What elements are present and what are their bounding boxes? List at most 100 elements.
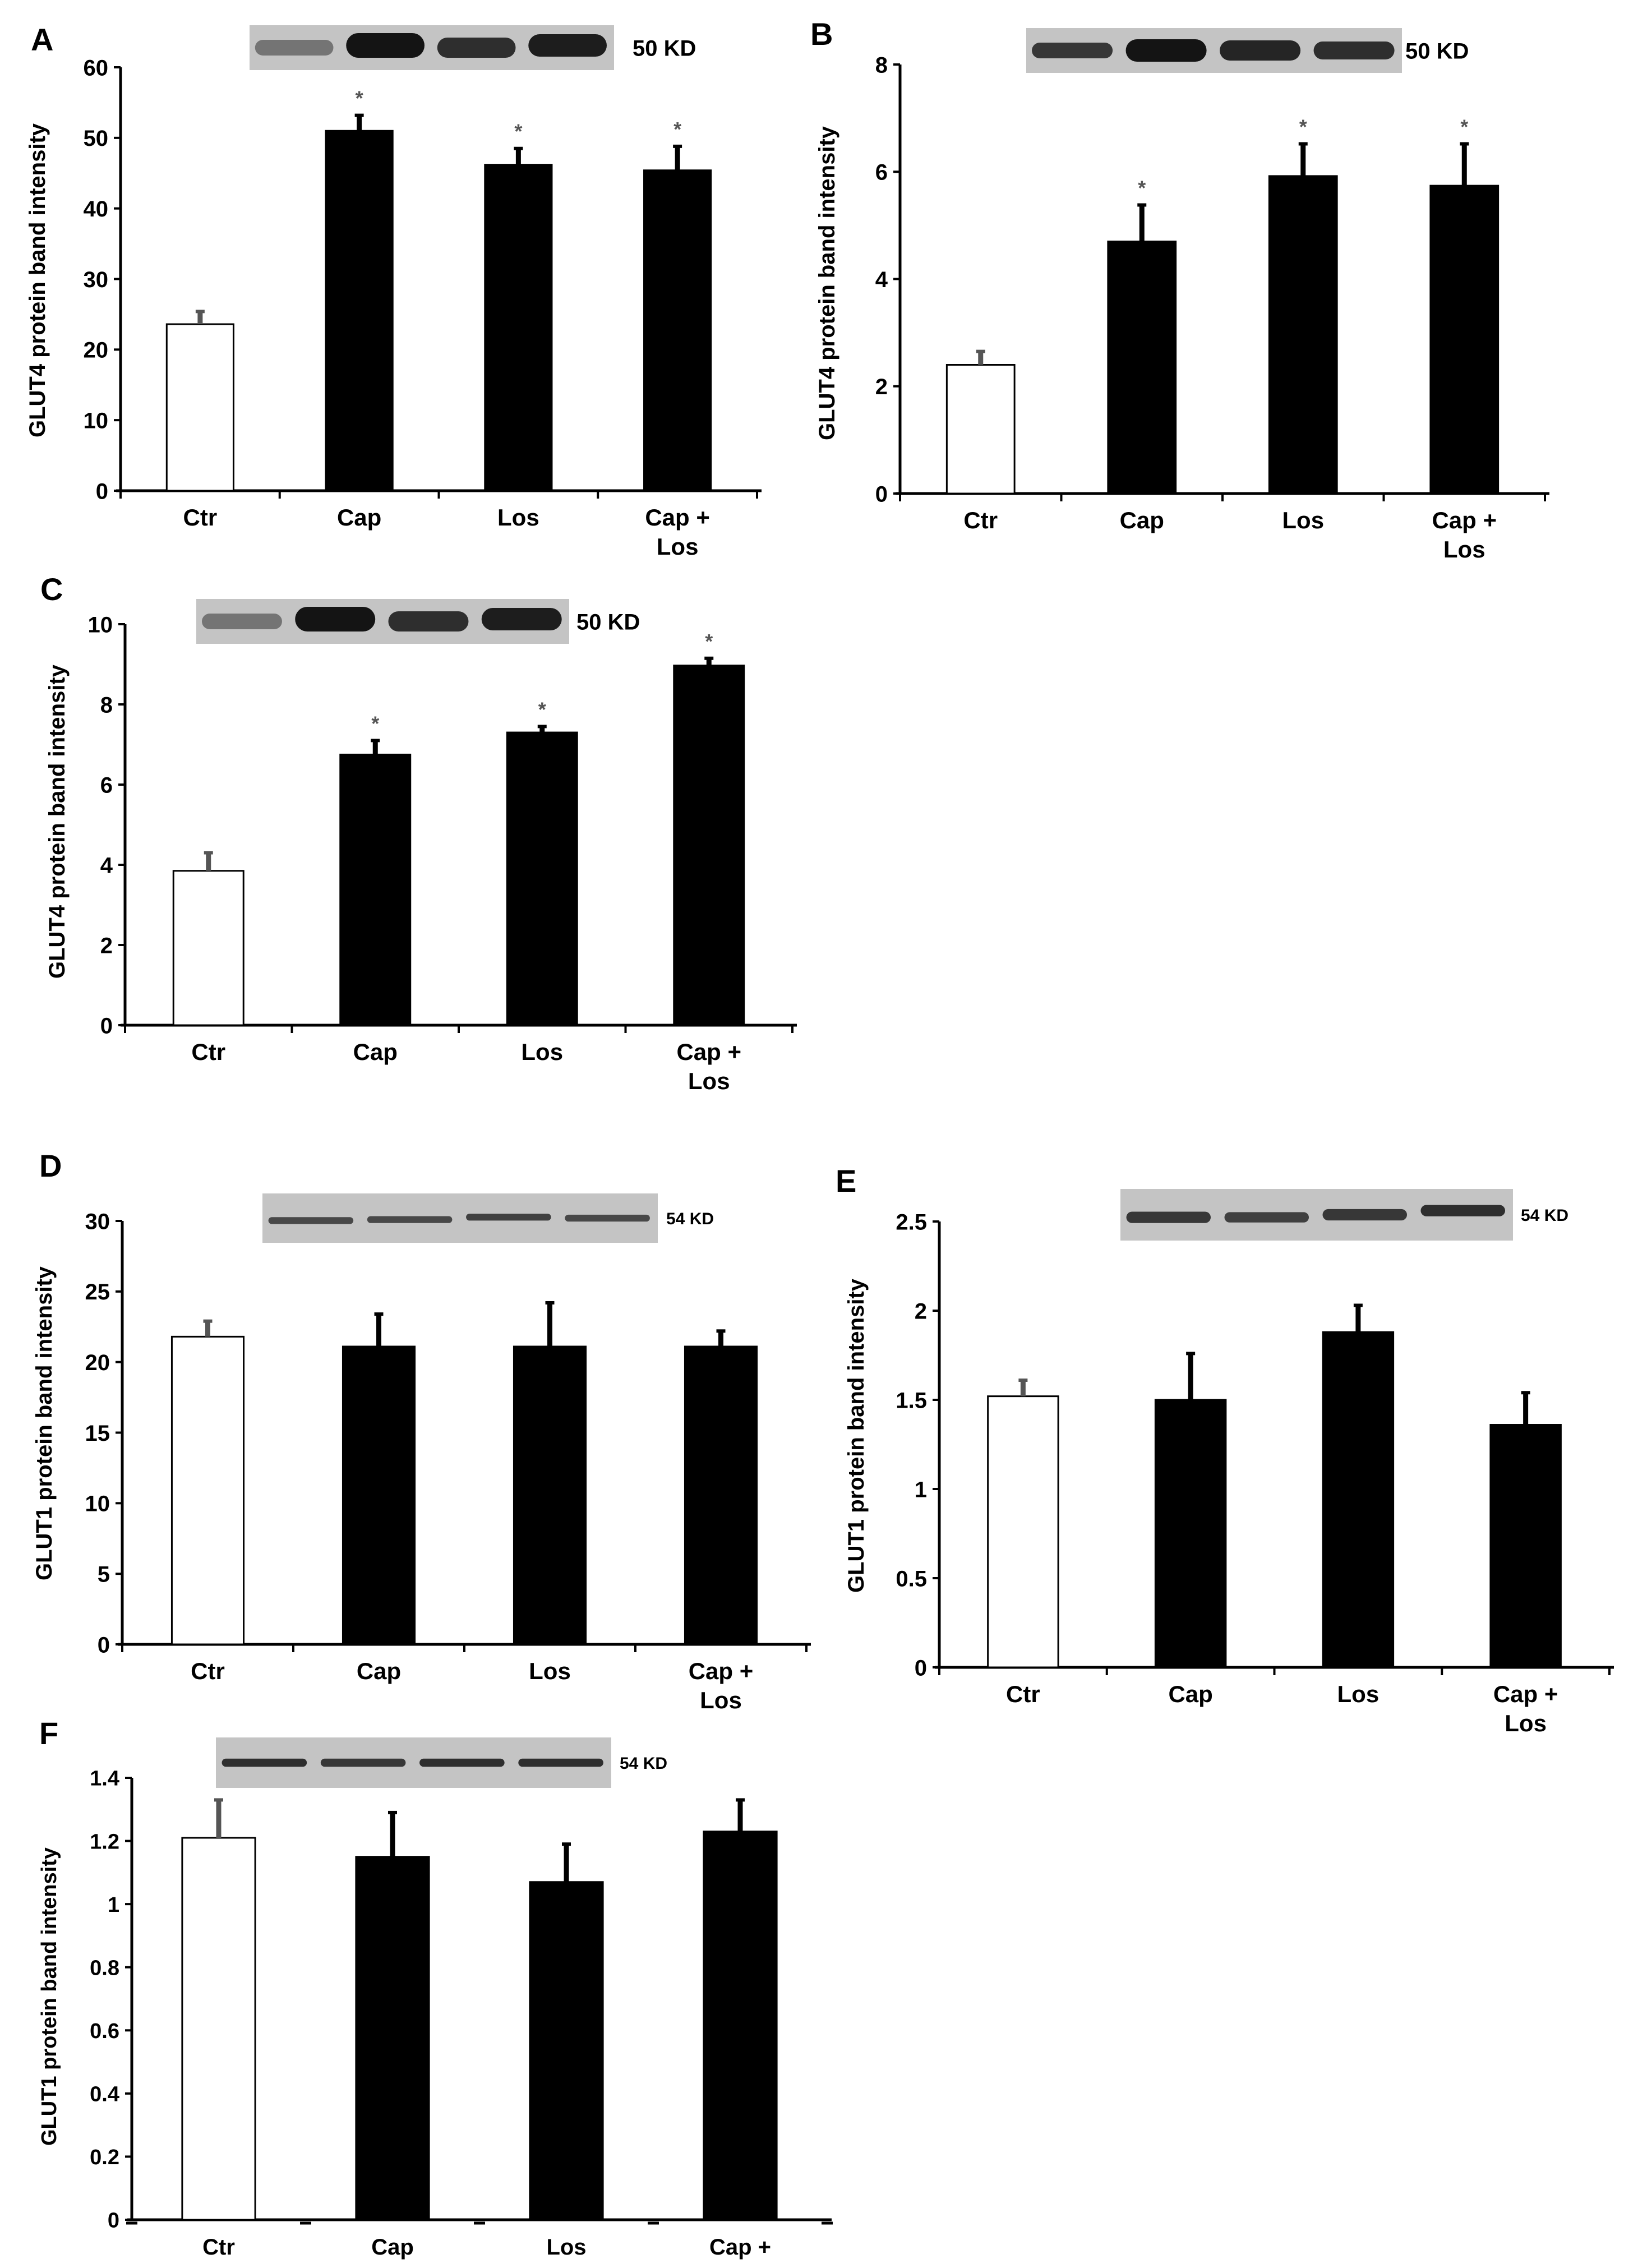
blot-band [518, 1758, 603, 1767]
blot-band [388, 611, 469, 631]
y-tick-label: 0.2 [90, 2146, 119, 2169]
y-axis-label: GLUT4 protein band intensity [45, 664, 70, 979]
blot-band [466, 1214, 551, 1221]
y-tick-label: 5 [98, 1562, 110, 1587]
bar [170, 1335, 245, 1645]
panel-letter: A [31, 22, 53, 57]
y-tick-label: 2 [915, 1299, 927, 1324]
y-tick-label: 60 [84, 56, 109, 80]
bar [172, 870, 244, 1026]
y-tick-label: 0 [100, 1013, 113, 1038]
x-tick-label: Los [546, 2235, 586, 2260]
blot-band [295, 607, 376, 631]
significance-mark: * [1299, 116, 1307, 139]
y-tick-label: 0 [96, 479, 108, 504]
x-tick-label: Cap [353, 1039, 398, 1065]
y-tick-label: 30 [84, 268, 109, 292]
chart-panel-d: D GLUT1 protein band intensity 0 5 10 15 20 25 3… [32, 1148, 811, 1713]
x-tick-label: Ctr [191, 1658, 225, 1684]
y-tick-label: 0.4 [90, 2083, 119, 2106]
bar [684, 1345, 758, 1645]
bar [506, 731, 578, 1026]
bar [1322, 1331, 1395, 1668]
y-tick-label: 0 [915, 1656, 927, 1680]
y-tick-label: 0 [98, 1633, 110, 1657]
blot-band [346, 33, 425, 58]
y-axis-label: GLUT1 protein band intensity [38, 1847, 61, 2146]
bar [342, 1345, 416, 1645]
blot-band [1322, 1209, 1407, 1221]
blot-size-label: 54 KD [1521, 1206, 1568, 1225]
x-tick-label: Los [497, 504, 539, 531]
blot-band [1313, 42, 1395, 59]
panel-letter: D [39, 1148, 62, 1183]
x-tick-label: Cap [371, 2235, 414, 2260]
y-tick-label: 1.5 [896, 1388, 927, 1413]
y-tick-label: 30 [85, 1209, 110, 1234]
significance-mark: * [371, 712, 379, 735]
blot-size-label: 54 KD [666, 1210, 714, 1228]
y-tick-label: 2.5 [896, 1210, 927, 1234]
bar [181, 1837, 256, 2221]
y-axis-label: GLUT4 protein band intensity [25, 123, 50, 437]
y-axis-label: GLUT4 protein band intensity [815, 126, 839, 440]
x-tick-label: Ctr [183, 504, 218, 531]
bar [325, 130, 394, 492]
x-tick-label: Cap + [1493, 1681, 1558, 1707]
blot-band [481, 608, 562, 630]
bar [339, 753, 412, 1026]
x-tick-label: Cap + [709, 2235, 771, 2260]
bar [513, 1345, 587, 1645]
y-tick-label: 4 [875, 268, 888, 292]
blot-band [1420, 1205, 1505, 1216]
y-tick-label: 1 [108, 1893, 119, 1917]
y-axis-label: GLUT1 protein band intensity [844, 1278, 869, 1593]
x-tick-label: Ctr [191, 1039, 225, 1065]
blot-band [1220, 40, 1301, 61]
bar [987, 1395, 1059, 1668]
blot-size-label: 50 KD [633, 36, 696, 61]
blot-band [201, 614, 282, 629]
bar [355, 1856, 430, 2221]
blot-size-label: 50 KD [1405, 39, 1469, 63]
y-tick-label: 15 [85, 1421, 110, 1446]
x-tick-label: Cap + [689, 1658, 754, 1684]
y-tick-label: 25 [85, 1280, 110, 1304]
blot-band [367, 1216, 453, 1223]
x-tick-label: Los [1337, 1681, 1380, 1707]
x-tick-label: Cap + [676, 1039, 741, 1065]
blot-size-label: 50 KD [576, 610, 640, 634]
significance-mark: * [1138, 177, 1146, 200]
y-tick-label: 50 [84, 126, 109, 151]
panel-letter: F [39, 1716, 58, 1751]
chart-panel-f: F GLUT1 protein band intensity 0 0.2 0.4 0.6 0… [38, 1716, 833, 2268]
bar [945, 364, 1016, 495]
x-tick-label: Los [700, 1687, 742, 1713]
blot-band [268, 1217, 354, 1224]
panel-letter: C [40, 571, 63, 607]
y-tick-label: 1.4 [90, 1767, 119, 1791]
x-tick-label: Cap [1168, 1681, 1212, 1707]
significance-mark: * [673, 118, 681, 141]
blot-band [222, 1758, 307, 1767]
x-tick-label: Ctr [202, 2235, 235, 2260]
y-axis-label: GLUT1 protein band intensity [32, 1266, 57, 1580]
blot-band [255, 40, 334, 56]
y-tick-label: 10 [88, 612, 113, 637]
y-tick-label: 0.6 [90, 2020, 119, 2043]
y-tick-label: 20 [84, 338, 109, 363]
y-tick-label: 20 [85, 1350, 110, 1375]
y-tick-label: 1 [915, 1477, 927, 1502]
y-tick-label: 10 [84, 409, 109, 434]
chart-panel-b: B GLUT4 protein band intensity 0 2 4 6 8 Ctr * Ca… [810, 16, 1549, 563]
blot-band [1125, 39, 1207, 62]
bar [529, 1881, 604, 2221]
x-tick-label: Los [1505, 1710, 1547, 1736]
y-tick-label: 1.2 [90, 1830, 119, 1854]
panel-letter: E [836, 1163, 856, 1198]
x-tick-label: Cap [337, 504, 381, 531]
x-tick-label: Cap + [1432, 507, 1497, 533]
bar [703, 1831, 778, 2221]
x-tick-label: Los [529, 1658, 571, 1684]
y-tick-label: 0 [108, 2209, 119, 2233]
